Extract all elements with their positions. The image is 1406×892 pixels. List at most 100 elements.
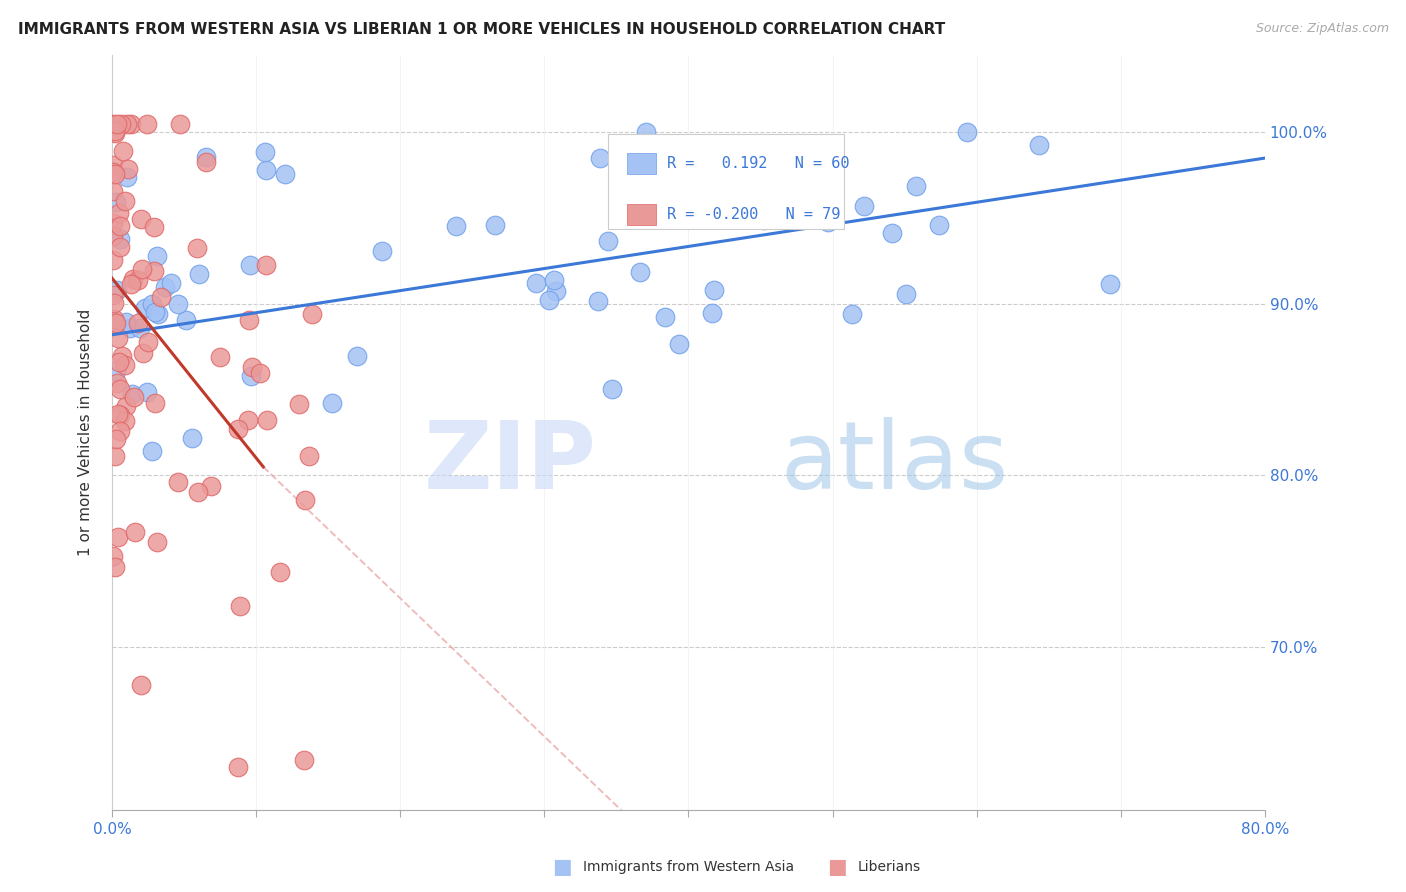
Point [114, 414, 136, 428]
Point [111, 349, 134, 363]
FancyBboxPatch shape [627, 204, 657, 225]
Point [169, 117, 191, 131]
Point [105, 117, 128, 131]
Text: R = -0.200   N = 79: R = -0.200 N = 79 [666, 207, 839, 222]
Text: R =   0.192   N = 60: R = 0.192 N = 60 [666, 156, 849, 171]
Point [104, 315, 127, 329]
Point [194, 150, 217, 164]
Point [586, 293, 609, 308]
Point [107, 331, 129, 345]
Text: Immigrants from Western Asia: Immigrants from Western Asia [583, 860, 794, 874]
Point [153, 280, 176, 294]
Point [141, 443, 163, 458]
FancyBboxPatch shape [607, 135, 844, 228]
Point [188, 267, 211, 281]
Point [226, 422, 249, 436]
Point [956, 125, 979, 139]
Point [226, 760, 249, 774]
Point [181, 431, 204, 445]
Point [668, 336, 690, 351]
Text: IMMIGRANTS FROM WESTERN ASIA VS LIBERIAN 1 OR MORE VEHICLES IN HOUSEHOLD CORRELA: IMMIGRANTS FROM WESTERN ASIA VS LIBERIAN… [18, 22, 945, 37]
Point [104, 364, 127, 378]
Point [195, 154, 218, 169]
Point [1028, 138, 1050, 153]
Point [127, 317, 149, 331]
Point [101, 252, 124, 267]
Point [131, 262, 153, 277]
Point [321, 396, 343, 410]
Point [108, 424, 131, 438]
Point [298, 450, 321, 464]
Point [524, 276, 547, 290]
Point [484, 218, 506, 232]
Point [103, 296, 125, 310]
Point [105, 376, 128, 390]
Point [371, 244, 394, 258]
Point [145, 249, 167, 263]
Point [544, 285, 567, 299]
Point [107, 530, 129, 544]
Point [1099, 277, 1122, 292]
Point [200, 479, 222, 493]
Point [128, 321, 150, 335]
Point [121, 272, 143, 286]
Point [114, 399, 136, 413]
Point [146, 307, 169, 321]
Point [134, 301, 156, 315]
Point [108, 219, 131, 233]
Point [108, 409, 131, 423]
Point [129, 678, 152, 692]
FancyBboxPatch shape [627, 153, 657, 175]
Point [242, 360, 264, 375]
Point [114, 194, 136, 209]
Point [238, 313, 260, 327]
Point [110, 232, 132, 246]
Point [904, 179, 927, 194]
Point [122, 390, 145, 404]
Point [187, 484, 209, 499]
Text: ■: ■ [827, 857, 846, 877]
Point [841, 307, 863, 321]
Point [103, 312, 125, 326]
Point [141, 297, 163, 311]
Point [105, 284, 128, 298]
Point [752, 213, 775, 227]
Point [589, 151, 612, 165]
Point [292, 753, 315, 767]
Point [127, 272, 149, 286]
Point [654, 310, 676, 325]
Point [254, 162, 277, 177]
Point [104, 126, 127, 140]
Point [104, 316, 127, 330]
Point [167, 475, 190, 489]
Point [288, 396, 311, 410]
Point [209, 350, 232, 364]
Point [254, 145, 277, 159]
Point [301, 307, 323, 321]
Point [817, 215, 839, 229]
Point [115, 169, 138, 184]
Point [110, 117, 132, 131]
Y-axis label: 1 or more Vehicles in Household: 1 or more Vehicles in Household [79, 309, 93, 557]
Text: ■: ■ [553, 857, 572, 877]
Point [174, 313, 197, 327]
Point [136, 335, 159, 350]
Point [238, 413, 260, 427]
Point [249, 366, 271, 380]
Point [142, 264, 165, 278]
Point [101, 216, 124, 230]
Point [146, 534, 169, 549]
Point [129, 211, 152, 226]
Point [228, 599, 250, 614]
Point [115, 316, 138, 330]
Point [628, 265, 651, 279]
Point [117, 117, 139, 131]
Text: atlas: atlas [780, 417, 1010, 508]
Point [117, 162, 139, 177]
Point [596, 234, 619, 248]
Point [104, 450, 127, 464]
Point [269, 566, 291, 580]
Point [101, 158, 124, 172]
Point [543, 273, 565, 287]
Text: Liberians: Liberians [858, 860, 921, 874]
